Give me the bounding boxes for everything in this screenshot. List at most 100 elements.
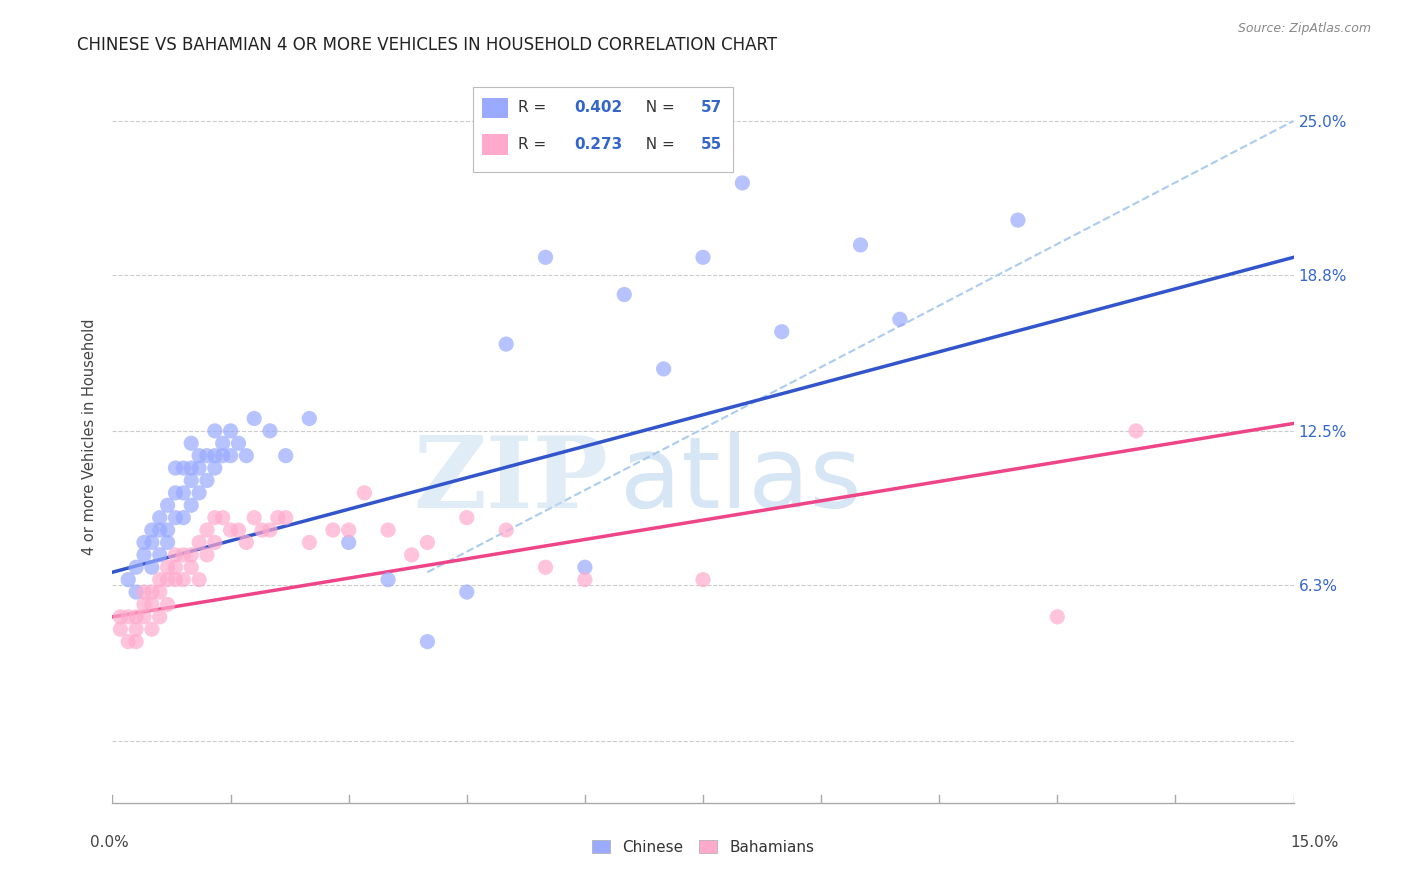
Point — [125, 610, 148, 624]
Point — [195, 548, 218, 562]
Point — [322, 523, 344, 537]
Point — [156, 498, 179, 512]
Point — [132, 598, 155, 612]
Point — [1046, 610, 1069, 624]
Point — [141, 598, 163, 612]
Point — [250, 523, 273, 537]
Point — [149, 585, 172, 599]
Point — [652, 362, 675, 376]
Point — [141, 585, 163, 599]
Point — [495, 523, 517, 537]
Point — [165, 461, 187, 475]
Point — [156, 523, 179, 537]
Text: R =: R = — [517, 137, 551, 152]
FancyBboxPatch shape — [482, 135, 508, 154]
Point — [141, 560, 163, 574]
Point — [228, 523, 250, 537]
Text: R =: R = — [517, 101, 551, 115]
Text: atlas: atlas — [620, 433, 862, 530]
Point — [204, 424, 226, 438]
Point — [770, 325, 793, 339]
Text: N =: N = — [636, 101, 679, 115]
Point — [692, 573, 714, 587]
Point — [219, 424, 242, 438]
Point — [149, 510, 172, 524]
Point — [574, 560, 596, 574]
Point — [534, 560, 557, 574]
Point — [456, 585, 478, 599]
Point — [132, 535, 155, 549]
Point — [149, 610, 172, 624]
Point — [416, 535, 439, 549]
Point — [188, 486, 211, 500]
Y-axis label: 4 or more Vehicles in Household: 4 or more Vehicles in Household — [82, 318, 97, 556]
Point — [180, 474, 202, 488]
Point — [165, 560, 187, 574]
Point — [211, 436, 233, 450]
Point — [117, 610, 139, 624]
Point — [243, 411, 266, 425]
Point — [110, 622, 132, 636]
Point — [110, 610, 132, 624]
Point — [235, 535, 257, 549]
Point — [243, 510, 266, 524]
Point — [172, 573, 194, 587]
Text: N =: N = — [636, 137, 679, 152]
Point — [117, 634, 139, 648]
Point — [180, 560, 202, 574]
Text: Source: ZipAtlas.com: Source: ZipAtlas.com — [1237, 22, 1371, 36]
Point — [195, 449, 218, 463]
Text: CHINESE VS BAHAMIAN 4 OR MORE VEHICLES IN HOUSEHOLD CORRELATION CHART: CHINESE VS BAHAMIAN 4 OR MORE VEHICLES I… — [77, 36, 778, 54]
Point — [337, 535, 360, 549]
Text: 55: 55 — [700, 137, 721, 152]
Point — [298, 411, 321, 425]
Point — [401, 548, 423, 562]
Point — [849, 238, 872, 252]
Point — [141, 622, 163, 636]
Point — [172, 510, 194, 524]
Text: 57: 57 — [700, 101, 721, 115]
Point — [416, 634, 439, 648]
Text: 0.402: 0.402 — [574, 101, 623, 115]
Point — [228, 436, 250, 450]
Point — [165, 548, 187, 562]
Point — [204, 535, 226, 549]
Point — [180, 498, 202, 512]
Point — [180, 548, 202, 562]
Point — [274, 510, 297, 524]
Point — [574, 573, 596, 587]
Point — [1007, 213, 1029, 227]
Point — [165, 510, 187, 524]
Point — [211, 449, 233, 463]
Point — [259, 523, 281, 537]
Point — [613, 287, 636, 301]
Point — [188, 535, 211, 549]
Point — [156, 573, 179, 587]
Point — [298, 535, 321, 549]
Point — [274, 449, 297, 463]
Point — [337, 523, 360, 537]
Point — [731, 176, 754, 190]
Point — [165, 573, 187, 587]
Point — [377, 523, 399, 537]
Point — [132, 548, 155, 562]
Text: 0.273: 0.273 — [574, 137, 623, 152]
Point — [259, 424, 281, 438]
Point — [141, 523, 163, 537]
Text: 0.0%: 0.0% — [90, 836, 129, 850]
Point — [692, 250, 714, 264]
Point — [125, 622, 148, 636]
Point — [132, 585, 155, 599]
Point — [156, 535, 179, 549]
Point — [149, 573, 172, 587]
Point — [204, 461, 226, 475]
Point — [188, 573, 211, 587]
Point — [117, 573, 139, 587]
Point — [180, 461, 202, 475]
Point — [141, 535, 163, 549]
Point — [125, 560, 148, 574]
FancyBboxPatch shape — [482, 98, 508, 118]
Point — [495, 337, 517, 351]
Point — [195, 523, 218, 537]
Point — [172, 548, 194, 562]
